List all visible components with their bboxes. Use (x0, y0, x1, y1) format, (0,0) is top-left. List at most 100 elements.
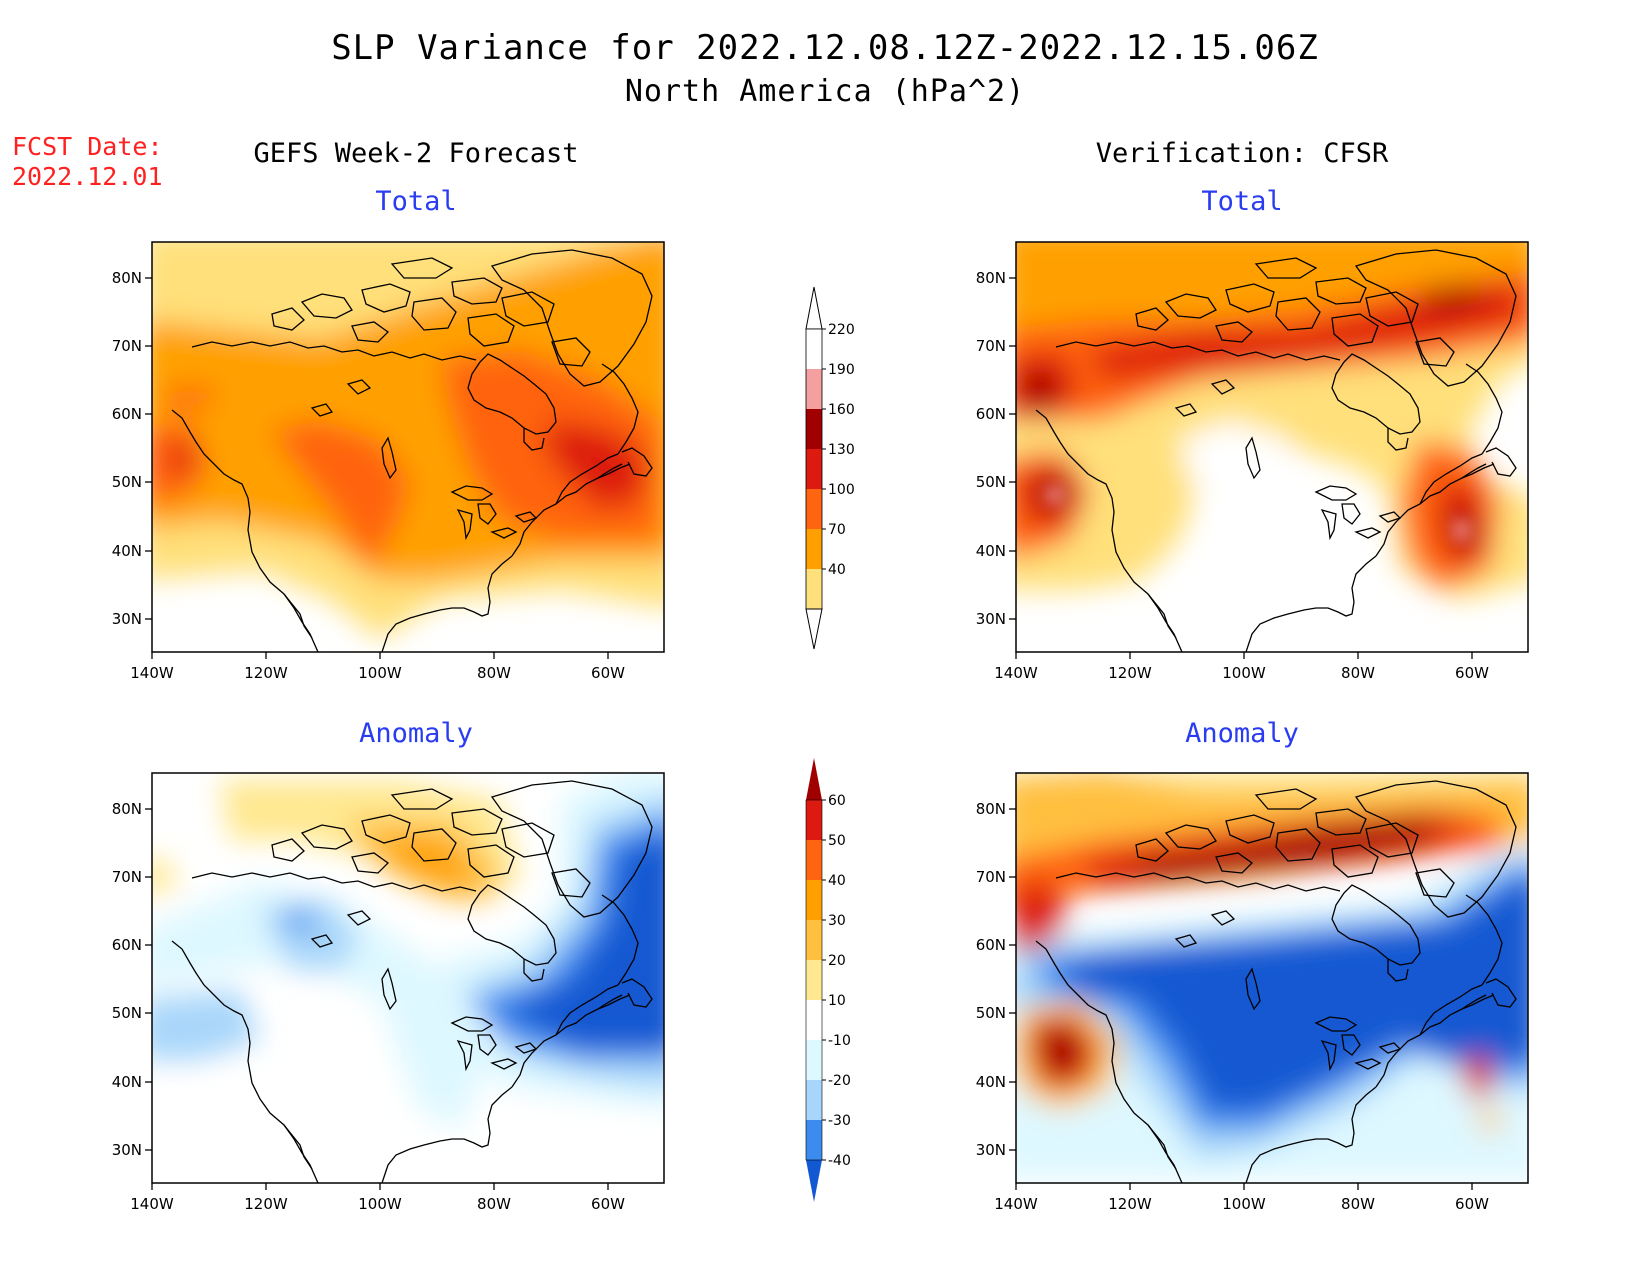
lon-tick-label-forecast-total: 120W (244, 664, 288, 682)
colorbar-anomaly-label: 40 (828, 873, 846, 889)
colorbar-anomaly-label: 60 (828, 793, 846, 809)
main-subtitle: North America (hPa^2) (624, 74, 1026, 109)
lat-tick-label-verification-total: 80N (976, 269, 1006, 287)
panel-title-verification-total: Total (1201, 186, 1283, 217)
colorbar-anomaly-swatch (806, 960, 822, 1000)
colorbar-total-label: 100 (828, 482, 855, 498)
lat-tick-label-verification-anomaly: 30N (976, 1141, 1006, 1159)
colorbar-anomaly-swatch (806, 880, 822, 920)
colorbar-anomaly-swatch (806, 1040, 822, 1080)
colorbar-total: 220 190 160 130 100 70 40 (805, 286, 855, 650)
axes-layer: 80N 70N 60N 50N 40N 30N 140W 120W 100W 80W 60W 80N 7… (112, 269, 1489, 1213)
lon-tick-label-verification-anomaly: 100W (1222, 1195, 1266, 1213)
lat-tick-label-forecast-total: 60N (112, 405, 142, 423)
lon-tick-label-verification-anomaly: 80W (1341, 1195, 1375, 1213)
colorbar-total-swatch (806, 569, 822, 609)
colorbar-total-label: 220 (828, 322, 855, 338)
lat-tick-label-forecast-total: 70N (112, 337, 142, 355)
fcst-date-label: FCST Date: (12, 132, 163, 161)
colorbar-anomaly-label: -30 (828, 1113, 851, 1129)
lat-tick-label-verification-total: 40N (976, 542, 1006, 560)
lat-tick-label-forecast-anomaly: 80N (112, 800, 142, 818)
colorbar-anomaly-label: 50 (828, 833, 846, 849)
lat-tick-label-forecast-anomaly: 50N (112, 1004, 142, 1022)
colorbar-total-swatch (806, 409, 822, 449)
lon-tick-label-forecast-anomaly: 100W (358, 1195, 402, 1213)
colorbar-anomaly-swatch (806, 1080, 822, 1120)
colorbar-anomaly-label: -40 (828, 1153, 851, 1169)
map-verification-total (1016, 242, 1528, 652)
lat-tick-label-verification-anomaly: 50N (976, 1004, 1006, 1022)
colorbar-total-label: 190 (828, 362, 855, 378)
colorbar-total-label: 130 (828, 442, 855, 458)
colorbar-total-label: 40 (828, 562, 846, 578)
lat-tick-label-forecast-total: 80N (112, 269, 142, 287)
map-verification-anomaly (1016, 773, 1528, 1183)
colorbar-total-swatch (806, 529, 822, 569)
lat-tick-label-forecast-anomaly: 30N (112, 1141, 142, 1159)
lon-tick-label-verification-total: 140W (994, 664, 1038, 682)
lon-tick-label-forecast-anomaly: 140W (130, 1195, 174, 1213)
colorbar-anomaly-label: 30 (828, 913, 846, 929)
colorbar-anomaly-swatch (806, 840, 822, 880)
colorbar-total-arrow-top (805, 286, 823, 330)
lat-tick-label-forecast-anomaly: 60N (112, 936, 142, 954)
lon-tick-label-verification-anomaly: 120W (1108, 1195, 1152, 1213)
colorbar-anomaly-swatch (806, 800, 822, 840)
lat-tick-label-forecast-total: 50N (112, 473, 142, 491)
main-title: SLP Variance for 2022.12.08.12Z-2022.12.… (331, 28, 1319, 68)
lat-tick-label-verification-anomaly: 80N (976, 800, 1006, 818)
column-title-forecast: GEFS Week-2 Forecast (253, 138, 579, 169)
colorbar-anomaly-label: 20 (828, 953, 846, 969)
frame-verification-anomaly (1015, 772, 1529, 1184)
colorbar-total-arrow-bottom (805, 608, 823, 650)
colorbar-anomaly-swatch (806, 1000, 822, 1040)
colorbar-total-label: 160 (828, 402, 855, 418)
lon-tick-label-forecast-anomaly: 60W (591, 1195, 625, 1213)
colorbar-anomaly-swatch (806, 1120, 822, 1160)
lat-tick-label-forecast-total: 40N (112, 542, 142, 560)
colorbar-total-swatch (806, 369, 822, 409)
colorbar-anomaly-swatch (806, 920, 822, 960)
lat-tick-label-verification-total: 60N (976, 405, 1006, 423)
lon-tick-label-verification-anomaly: 140W (994, 1195, 1038, 1213)
frame-forecast-anomaly (151, 772, 665, 1184)
colorbar-anomaly-label: -20 (828, 1073, 851, 1089)
colorbar-total-swatch (806, 329, 822, 369)
lon-tick-label-forecast-total: 80W (477, 664, 511, 682)
lon-tick-label-verification-total: 80W (1341, 664, 1375, 682)
colorbar-anomaly-arrow-top (806, 758, 822, 800)
lon-tick-label-verification-total: 60W (1455, 664, 1489, 682)
lat-tick-label-verification-anomaly: 40N (976, 1073, 1006, 1091)
frame-verification-total (1015, 241, 1529, 653)
colorbar-anomaly-label: -10 (828, 1033, 851, 1049)
lat-tick-label-forecast-total: 30N (112, 610, 142, 628)
panel-title-forecast-total: Total (375, 186, 457, 217)
colorbar-anomaly-label: 10 (828, 993, 846, 1009)
lat-tick-label-verification-anomaly: 60N (976, 936, 1006, 954)
frame-forecast-total (151, 241, 665, 653)
map-forecast-total (152, 242, 664, 652)
lat-tick-label-forecast-anomaly: 70N (112, 868, 142, 886)
column-title-verification: Verification: CFSR (1095, 138, 1389, 169)
colorbar-total-swatch (806, 449, 822, 489)
lon-tick-label-verification-total: 120W (1108, 664, 1152, 682)
panel-title-forecast-anomaly: Anomaly (359, 718, 473, 749)
lat-tick-label-verification-total: 30N (976, 610, 1006, 628)
colorbar-total-label: 70 (828, 522, 846, 538)
lon-tick-label-forecast-anomaly: 120W (244, 1195, 288, 1213)
lat-tick-label-verification-total: 70N (976, 337, 1006, 355)
colorbar-anomaly-arrow-bottom (806, 1160, 822, 1202)
lon-tick-label-verification-anomaly: 60W (1455, 1195, 1489, 1213)
colorbar-anomaly: 60 50 40 30 20 10 -10 -20 -30 -40 (805, 758, 851, 1202)
lon-tick-label-forecast-total: 100W (358, 664, 402, 682)
lon-tick-label-verification-total: 100W (1222, 664, 1266, 682)
colorbar-total-swatch (806, 489, 822, 529)
lat-tick-label-verification-total: 50N (976, 473, 1006, 491)
map-forecast-anomaly (152, 773, 664, 1183)
panel-title-verification-anomaly: Anomaly (1185, 718, 1299, 749)
fcst-date-value: 2022.12.01 (12, 162, 163, 191)
lon-tick-label-forecast-total: 60W (591, 664, 625, 682)
lon-tick-label-forecast-total: 140W (130, 664, 174, 682)
